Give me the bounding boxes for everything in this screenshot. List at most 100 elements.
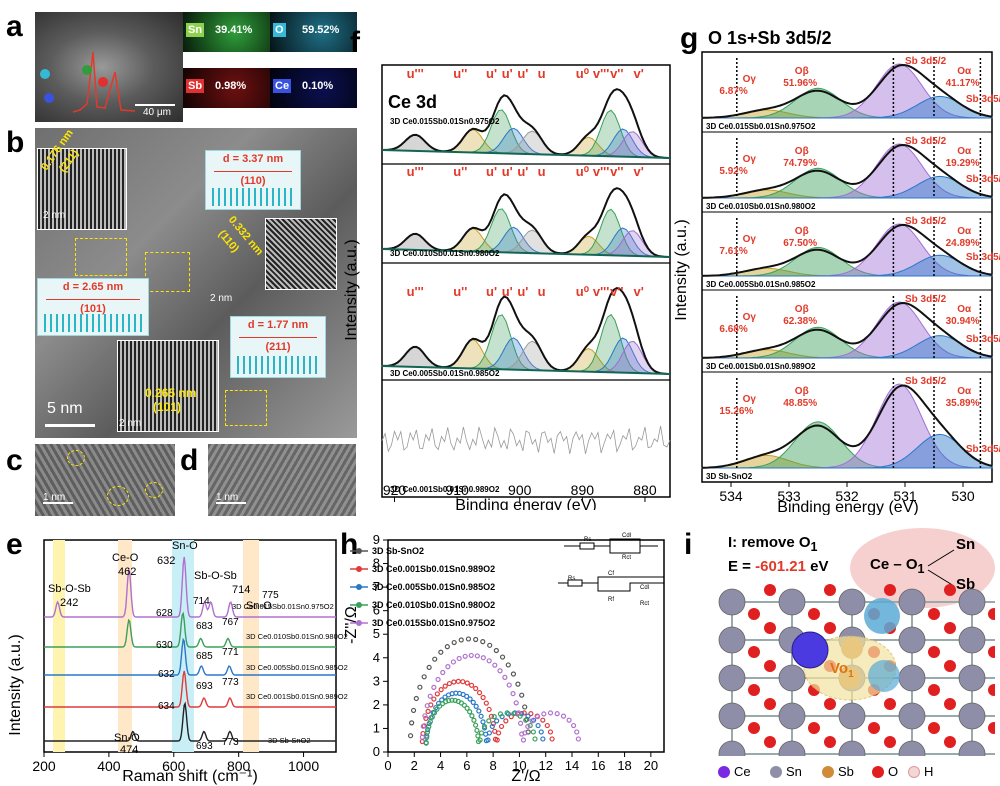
nyquist-point xyxy=(511,692,515,696)
circuit-label: Cf xyxy=(608,571,614,577)
sn-atom xyxy=(719,589,745,615)
legend-label-ce: Ce xyxy=(734,764,751,779)
o-beta-label: Oβ xyxy=(795,226,809,237)
o-atom xyxy=(944,736,956,748)
sb-label: Sb 3d5/2 xyxy=(966,94,1000,105)
d-spacing-label: d = 2.65 nm xyxy=(38,281,148,293)
legend-marker xyxy=(356,584,362,590)
band-242 xyxy=(53,540,65,752)
sn-atom xyxy=(959,703,985,729)
nyquist-point xyxy=(516,682,520,686)
legend-label: 3D Sb-SnO2 xyxy=(372,546,424,556)
o-atom xyxy=(764,660,776,672)
o-alpha-label: Oα xyxy=(957,66,972,77)
nyquist-point xyxy=(422,675,426,679)
legend-label-o: O xyxy=(888,764,898,779)
roi-box xyxy=(75,238,127,276)
intensity-profile xyxy=(212,188,294,206)
roi-box xyxy=(145,252,190,292)
nyquist-point xyxy=(567,718,571,722)
sb-label: Sb 3d5/2 xyxy=(905,294,947,305)
peak-label: u xyxy=(538,66,546,81)
peak-value: 685 xyxy=(196,651,213,662)
eds-map-sb: Sb 0.98% xyxy=(183,68,270,108)
band-value: 474 xyxy=(120,744,138,756)
nyquist-point xyxy=(478,691,482,695)
circuit-label: Cdl xyxy=(622,533,631,539)
peak-value: 683 xyxy=(196,621,213,632)
nyquist-point xyxy=(452,680,456,684)
nyquist-point xyxy=(487,731,491,735)
inset-scale-label: 2 nm xyxy=(119,418,141,429)
x-tick-label: 2 xyxy=(411,758,418,773)
o-atom xyxy=(748,608,760,620)
nyquist-series xyxy=(409,637,581,745)
nyquist-point xyxy=(474,704,478,708)
o-atom xyxy=(988,646,995,658)
hkl-label: (110) xyxy=(206,175,300,187)
x-tick-label: 6 xyxy=(463,758,470,773)
peak-label: u xyxy=(538,284,546,299)
sample-label: 3D Ce0.001Sb0.01Sn0.989O2 xyxy=(390,485,500,494)
d-spacing-arrow xyxy=(239,337,317,338)
y-tick-label: 0 xyxy=(373,744,380,759)
nyquist-point xyxy=(433,657,437,661)
x-tick-label: 880 xyxy=(633,482,657,498)
nyquist-point xyxy=(423,714,427,718)
defect-circle xyxy=(107,486,129,506)
y-axis-label: Intensity (a.u.) xyxy=(7,634,24,735)
peak-label: u' xyxy=(486,284,497,299)
o-atom xyxy=(808,722,820,734)
c-scale-label: 1 nm xyxy=(43,492,65,503)
nyquist-point xyxy=(459,638,463,642)
band-775 xyxy=(243,540,259,752)
eds-map-tag: Sb xyxy=(186,79,204,93)
raman-chart: 200 400 600 800 1000 Intensity (a.u.) Raman … xyxy=(0,525,360,786)
sb-label: Sb 3d5/2 xyxy=(966,334,1000,345)
nyquist-point xyxy=(490,724,494,728)
nyquist-point xyxy=(475,654,479,658)
lattice-profile-101: d = 2.65 nm (101) xyxy=(37,278,149,336)
panel-label-a: a xyxy=(6,12,23,42)
peak-value: 634 xyxy=(158,701,175,712)
nyquist-point xyxy=(468,710,472,714)
lattice-hkl-label: (101) xyxy=(153,400,181,414)
peak-value: 775 xyxy=(262,590,279,601)
lattice-profile-211: d = 1.77 nm (211) xyxy=(230,316,326,378)
nyquist-point xyxy=(548,711,552,715)
o-atom xyxy=(988,608,995,620)
nyquist-point xyxy=(575,730,579,734)
hrtem-image: 0.176 nm (211) 2 nm d = 3.37 nm (110) 0.… xyxy=(35,128,357,438)
sn-atom xyxy=(959,627,985,653)
legend-swatch-sb xyxy=(822,766,834,778)
intensity-profile xyxy=(44,314,142,332)
circuit-wire xyxy=(610,546,640,553)
chart-title: Ce 3d xyxy=(388,92,437,112)
nyquist-point xyxy=(520,693,524,697)
eds-map-tag: Sn xyxy=(186,23,204,37)
o-beta-label: Oβ xyxy=(795,146,809,157)
o-atom xyxy=(928,646,940,658)
nyquist-point xyxy=(495,719,499,723)
nyquist-point xyxy=(572,724,576,728)
peak-label: u' xyxy=(486,66,497,81)
x-tick-label: 16 xyxy=(591,758,605,773)
o-gamma-value: 6.68% xyxy=(719,324,747,335)
nyquist-point xyxy=(466,637,470,641)
sn-atom xyxy=(959,589,985,615)
peak-label: u'' xyxy=(453,66,467,81)
o-atom xyxy=(988,684,995,696)
o-atom xyxy=(748,722,760,734)
nyquist-point xyxy=(562,714,566,718)
nyquist-point xyxy=(542,712,546,716)
peak-value: 767 xyxy=(222,617,239,628)
nyquist-point xyxy=(465,681,469,685)
legend-swatch-ce xyxy=(718,766,730,778)
sample-label: 3D Ce0.005Sb0.01Sn0.985O2 xyxy=(390,369,500,378)
nyquist-point xyxy=(414,696,418,700)
x-tick-label: 18 xyxy=(617,758,631,773)
equivalent-circuit-1 xyxy=(564,539,658,553)
nyquist-point xyxy=(477,709,481,713)
xps-ce-fits xyxy=(382,89,670,454)
sb-label: Sb 3d5/2 xyxy=(966,444,1000,455)
